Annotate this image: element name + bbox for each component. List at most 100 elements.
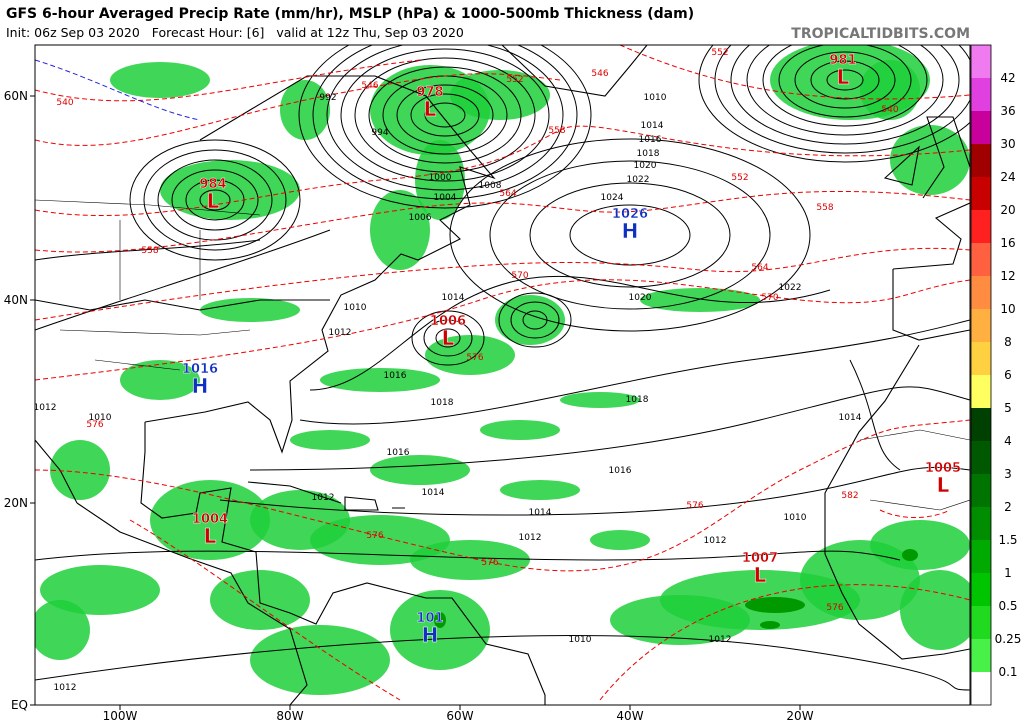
- center-pressure: 1007: [742, 551, 778, 566]
- isobar-label: 1010: [644, 93, 667, 103]
- colorbar-label: 1: [1004, 566, 1012, 580]
- isobar-label: 1012: [34, 403, 57, 413]
- thickness-label: 540: [56, 98, 73, 108]
- center-symbol: L: [207, 189, 220, 213]
- colorbar-cell: [971, 441, 991, 474]
- center-symbol: L: [424, 97, 437, 121]
- colorbar-cell: [971, 243, 991, 276]
- isobar-label: 1012: [54, 683, 77, 693]
- colorbar-cell: [971, 375, 991, 408]
- center-symbol: L: [754, 563, 767, 587]
- isobar: [368, 66, 522, 164]
- thickness-label: 540: [881, 105, 898, 115]
- center-pressure: 978: [416, 85, 443, 100]
- center-symbol: L: [204, 524, 217, 548]
- precip-area: [290, 430, 370, 450]
- isobar-label: 1016: [639, 135, 662, 145]
- isobar: [498, 292, 572, 348]
- isobar: [35, 635, 970, 691]
- precip-core: [760, 621, 780, 629]
- map-layers: 9929941000100410061008101010141016101810…: [34, 45, 970, 705]
- precip-area: [590, 530, 650, 550]
- colorbar-cell: [971, 276, 991, 309]
- colorbar-cell: [971, 540, 991, 573]
- precip-area: [450, 70, 550, 120]
- isobar-label: 992: [319, 93, 336, 103]
- map-frame: [34, 44, 971, 706]
- lon-label: 80W: [276, 709, 303, 723]
- isobar: [510, 301, 560, 339]
- precip-area: [870, 520, 970, 570]
- pressure-centers: 984L978L981L1026H1006L1016H1004L1007L101…: [182, 53, 962, 647]
- thickness-label: 576: [826, 603, 843, 613]
- contour-labels: 9929941000100410061008101010141016101810…: [34, 48, 899, 693]
- colorbar-label: 3: [1004, 467, 1012, 481]
- isobar: [522, 310, 548, 330]
- isobar-label: 1012: [709, 635, 732, 645]
- thickness-line: [599, 584, 970, 701]
- precip-area: [415, 140, 465, 220]
- isobar-label: 1012: [704, 536, 727, 546]
- isobar-label: 1022: [779, 283, 802, 293]
- precip-area: [250, 625, 390, 695]
- colorbar-label: 24: [1000, 170, 1015, 184]
- isobar: [810, 60, 880, 100]
- isobar: [826, 69, 864, 91]
- precip-area: [900, 570, 970, 650]
- center-symbol: H: [422, 623, 439, 647]
- thickness-label: 552: [731, 173, 748, 183]
- precip-area: [370, 455, 470, 485]
- colorbar-label: 20: [1000, 203, 1015, 217]
- colorbar-label: 10: [1000, 302, 1015, 316]
- isobar-label: 1014: [422, 488, 445, 498]
- thickness-label: 564: [499, 189, 516, 199]
- thickness-label: 564: [751, 263, 768, 273]
- isobar: [312, 45, 578, 200]
- precip-area: [610, 595, 750, 645]
- center-pressure: 1006: [430, 314, 466, 329]
- colorbar-label: 16: [1000, 236, 1015, 250]
- colorbar: 42 36 30 24 20 16 12 10 8 6 5 4 3 2 1.5 1 0.5 0.25 0.1: [970, 44, 1021, 706]
- isobar: [411, 310, 485, 366]
- center-symbol: H: [622, 219, 639, 243]
- isobar-label: 1010: [89, 413, 112, 423]
- center-symbol: H: [192, 374, 209, 398]
- center-symbol: L: [937, 473, 950, 497]
- colorbar-cell: [971, 177, 991, 210]
- axes: 60N 40N 20N EQ 100W 80W 60W 40W 20W: [4, 89, 814, 723]
- isobar: [698, 45, 970, 163]
- colorbar-label: 12: [1000, 269, 1015, 283]
- precip-area: [500, 480, 580, 500]
- isobar: [794, 51, 896, 109]
- precip-area: [560, 392, 640, 408]
- thickness-lines: [35, 45, 970, 701]
- isobar: [326, 45, 564, 191]
- isobar-label: 1022: [627, 175, 650, 185]
- thickness-line: [879, 509, 951, 518]
- site-name: TROPICALTIDBITS.COM: [791, 26, 970, 42]
- colorbar-label: 2: [1004, 500, 1012, 514]
- isobar: [354, 57, 536, 173]
- thickness-label: 576: [466, 353, 483, 363]
- precip-area: [150, 480, 270, 560]
- isobar: [396, 84, 494, 146]
- precip-area: [480, 420, 560, 440]
- center-pressure: 981: [829, 53, 856, 68]
- thickness-label: 576: [686, 501, 703, 511]
- center-pressure: 1005: [925, 461, 961, 476]
- isobar: [569, 204, 691, 266]
- center-pressure: 1004: [192, 512, 228, 527]
- colorbar-label: 30: [1000, 137, 1015, 151]
- thickness-label: 570: [761, 293, 778, 303]
- center-pressure: 101: [416, 611, 443, 626]
- thickness-label: 576: [86, 420, 103, 430]
- isobar: [298, 45, 592, 209]
- isobars: [35, 45, 970, 691]
- center-pressure: 1016: [182, 362, 218, 377]
- isobar: [714, 45, 970, 154]
- precip-core: [745, 597, 805, 613]
- lon-label: 20W: [786, 709, 813, 723]
- isobar: [435, 328, 461, 348]
